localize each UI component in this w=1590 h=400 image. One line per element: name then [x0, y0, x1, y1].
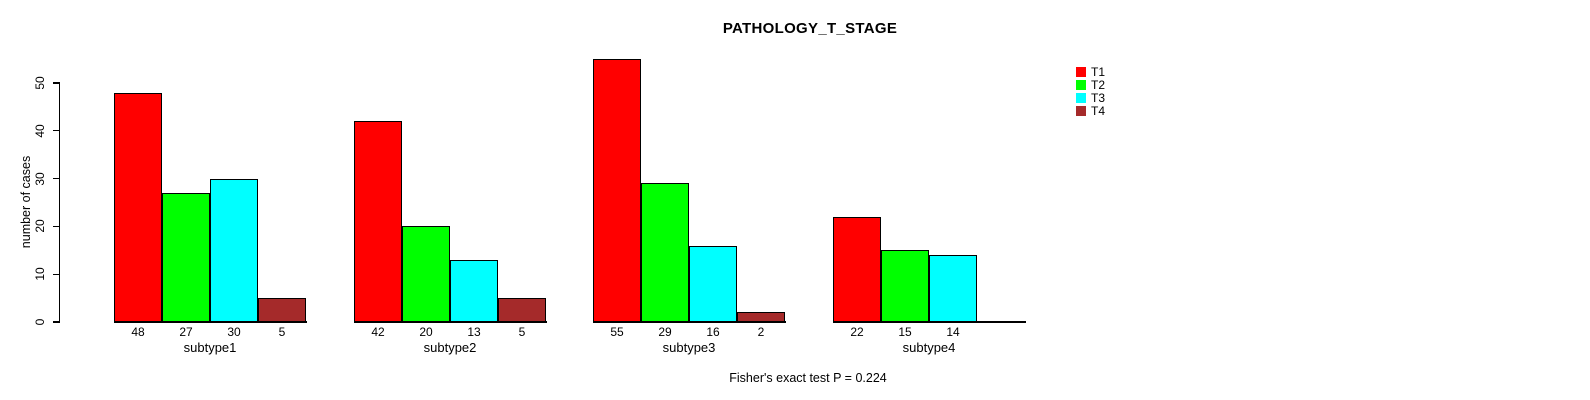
bar-value-label: 48	[131, 325, 145, 339]
bar-subtype3-T2	[641, 183, 689, 322]
bar-subtype3-T4	[737, 312, 785, 322]
y-tick-mark	[52, 82, 60, 84]
group-baseline	[114, 321, 307, 323]
group-baseline	[354, 321, 547, 323]
legend: T1 T2 T3 T4	[1076, 65, 1105, 117]
y-tick-mark	[52, 321, 60, 323]
category-label-subtype2: subtype2	[423, 340, 477, 355]
group-baseline	[833, 321, 1026, 323]
y-tick-label: 10	[33, 267, 47, 281]
legend-row-T1: T1	[1076, 65, 1105, 78]
y-tick-mark	[52, 225, 60, 228]
chart-title: PATHOLOGY_T_STAGE	[722, 20, 898, 37]
legend-label: T1	[1091, 64, 1106, 79]
bar-subtype4-T2	[881, 250, 929, 322]
bar-subtype2-T2	[402, 226, 450, 322]
bar-value-label: 55	[610, 325, 624, 339]
y-tick-label: 40	[33, 124, 47, 138]
bar-value-label: 27	[179, 325, 193, 339]
legend-row-T3: T3	[1076, 91, 1105, 104]
bar-value-label: 16	[706, 325, 720, 339]
bar-subtype1-T1	[114, 92, 162, 322]
legend-swatch-icon	[1076, 105, 1086, 116]
bar-subtype1-T3	[210, 178, 258, 322]
bar-subtype2-T1	[354, 121, 402, 322]
y-tick-label: 30	[33, 171, 47, 186]
legend-swatch-icon	[1076, 66, 1086, 77]
fisher-test-annotation: Fisher's exact test P = 0.224	[729, 371, 887, 385]
legend-label: T4	[1091, 103, 1106, 118]
bar-subtype1-T4	[258, 298, 306, 322]
bar-subtype3-T1	[593, 59, 641, 322]
legend-row-T4: T4	[1076, 104, 1105, 117]
y-tick-label: 20	[33, 219, 47, 234]
bar-subtype4-T3	[929, 255, 977, 322]
bar-value-label: 5	[518, 325, 526, 339]
category-label-subtype4: subtype4	[902, 340, 956, 355]
bar-value-label: 42	[371, 325, 385, 339]
y-axis-label: number of cases	[19, 155, 33, 249]
y-tick-label: 50	[33, 76, 47, 90]
bar-value-label: 20	[419, 325, 433, 339]
y-tick-mark	[52, 273, 60, 275]
bar-subtype4-T1	[833, 216, 881, 322]
bar-value-label: 15	[898, 325, 912, 339]
bar-value-label: 30	[227, 325, 241, 339]
bar-value-label: 2	[757, 325, 765, 339]
y-axis-line	[59, 83, 61, 323]
bar-subtype2-T4	[498, 298, 546, 322]
y-tick-mark	[52, 178, 60, 180]
group-baseline	[593, 321, 786, 323]
category-label-subtype1: subtype1	[183, 340, 237, 355]
legend-label: T3	[1091, 90, 1106, 105]
y-tick-label: 0	[33, 318, 47, 326]
bar-value-label: 14	[946, 325, 960, 339]
y-tick-mark	[52, 130, 60, 132]
bar-value-label: 29	[658, 325, 672, 339]
bar-value-label: 13	[467, 325, 481, 339]
legend-label: T2	[1091, 77, 1106, 92]
category-label-subtype3: subtype3	[662, 340, 716, 355]
bar-subtype3-T3	[689, 245, 737, 322]
bar-subtype2-T3	[450, 259, 498, 322]
bar-value-label: 22	[850, 325, 864, 339]
bar-subtype1-T2	[162, 192, 210, 322]
legend-swatch-icon	[1076, 79, 1086, 90]
bar-value-label: 5	[278, 325, 286, 339]
legend-swatch-icon	[1076, 92, 1086, 103]
legend-row-T2: T2	[1076, 78, 1105, 91]
